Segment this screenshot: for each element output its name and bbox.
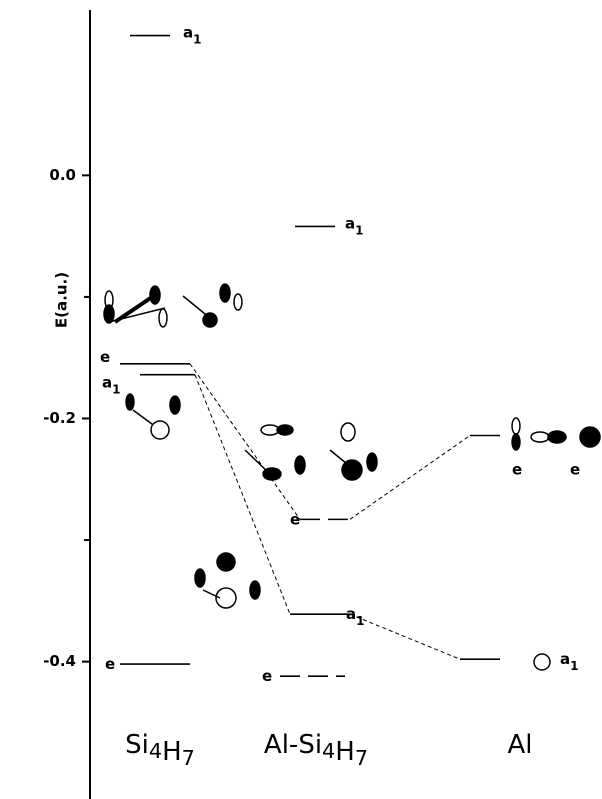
column-label: Al-Si4H7 [264, 730, 368, 771]
connector [194, 374, 291, 615]
level-label: e [570, 460, 580, 478]
level-label: e [105, 655, 115, 673]
level-label: a1 [183, 23, 201, 46]
level-label: e [100, 347, 110, 365]
level-label: a1 [345, 214, 363, 237]
level-label: a1 [102, 373, 120, 396]
connector [349, 435, 471, 520]
connector [189, 363, 301, 520]
y-tick-label: -0.2 [43, 409, 76, 427]
connector [349, 613, 461, 660]
level-label: e [512, 460, 522, 478]
level-label: e [290, 510, 300, 528]
y-axis-label: E(a.u.) [53, 272, 71, 328]
level-label: a1 [560, 650, 578, 673]
orbital-sketches [103, 283, 601, 671]
level-label: e [262, 667, 272, 685]
column-label: Si4H7 [125, 730, 195, 771]
level-label: a1 [346, 605, 364, 628]
column-label: Al [507, 730, 532, 760]
y-tick-label: 0.0 [49, 166, 76, 184]
y-tick-label: -0.4 [43, 652, 76, 670]
